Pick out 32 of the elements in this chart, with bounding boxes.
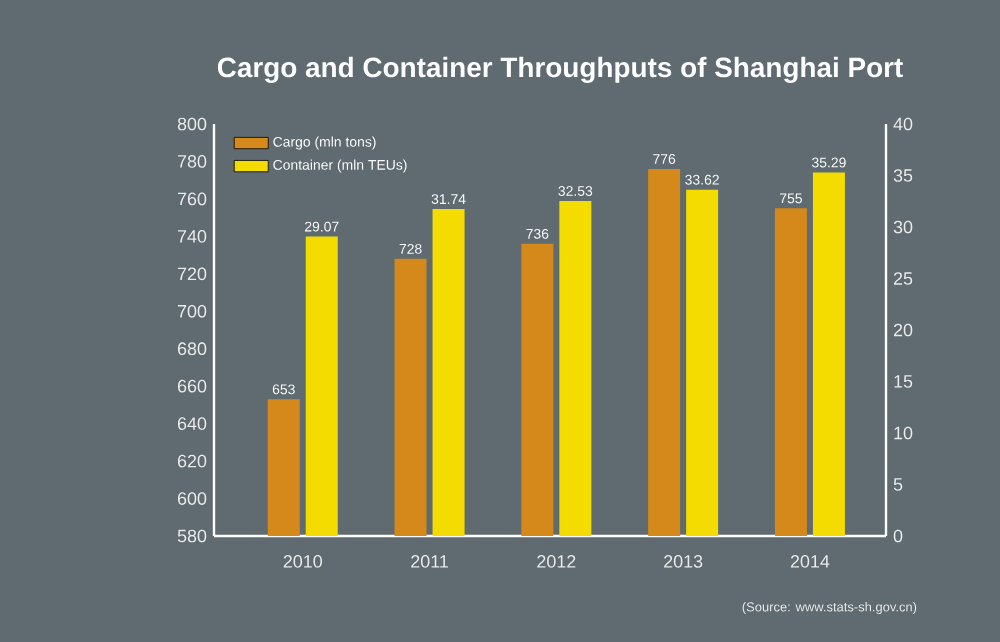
- bar: [559, 200, 592, 536]
- y-tick-label: 780: [177, 155, 207, 168]
- bar: [686, 189, 719, 536]
- x-tick-label: 2014: [790, 555, 830, 568]
- bar: [812, 172, 845, 536]
- y2-tick-label: 15: [894, 375, 913, 388]
- chart-title: Cargo and Container Throughputs of Shanghai Port: [217, 56, 903, 83]
- y-tick-label: 720: [177, 267, 207, 281]
- y2-tick-label: 10: [894, 426, 913, 440]
- y-tick-label: 700: [177, 304, 207, 318]
- x-tick-label: 2012: [537, 555, 576, 568]
- bar: [432, 209, 465, 536]
- y2-tick-label: 0: [893, 529, 903, 543]
- x-tick-label: 2010: [283, 555, 322, 568]
- y2-tick-label: 5: [893, 478, 903, 491]
- y-tick-label: 600: [177, 492, 207, 505]
- y-tick-label: 580: [177, 529, 207, 543]
- y-tick-label: 760: [177, 192, 207, 206]
- y2-tick-label: 35: [893, 169, 913, 182]
- x-tick-label: 2011: [411, 555, 448, 568]
- bar: [305, 236, 338, 536]
- y-tick-label: 660: [177, 379, 207, 393]
- y2-tick-label: 25: [893, 272, 913, 285]
- y-tick-label: 800: [177, 117, 207, 131]
- y2-tick-label: 30: [893, 220, 913, 234]
- y2-tick-label: 40: [893, 117, 913, 131]
- y-tick-label: 620: [177, 454, 207, 468]
- y-tick-label: 640: [177, 417, 207, 430]
- y-tick-label: 680: [177, 342, 207, 356]
- y2-tick-label: 20: [893, 323, 913, 337]
- x-tick-label: 2013: [664, 555, 703, 568]
- y-tick-label: 740: [177, 230, 207, 243]
